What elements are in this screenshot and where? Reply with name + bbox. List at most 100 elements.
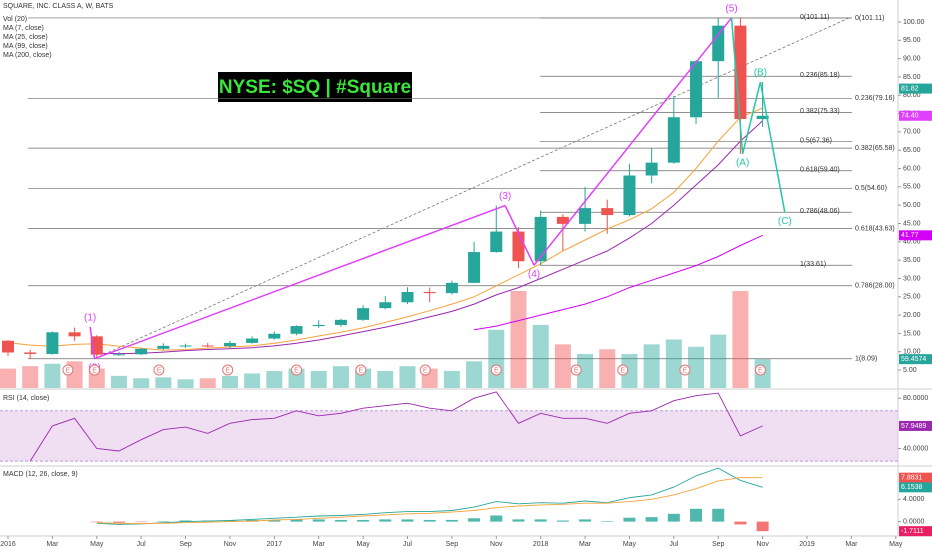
macd-histogram-bar: [268, 519, 281, 522]
volume-bar: [532, 324, 549, 388]
volume-bar: [710, 334, 727, 388]
macd-histogram-bar: [135, 521, 148, 523]
x-tick-label: Mar: [313, 541, 326, 548]
candle-body: [667, 117, 680, 163]
trendline: [94, 17, 850, 360]
candle-body: [179, 345, 192, 347]
macd-histogram-bar: [112, 521, 125, 523]
y-tick-label: 35.00: [903, 257, 921, 264]
y-tick-label: 40.0000: [903, 445, 928, 452]
x-tick-label: Nov: [756, 541, 769, 548]
x-tick-label: May: [623, 541, 637, 548]
macd-histogram-bar: [334, 519, 347, 522]
wave-label: (B): [754, 68, 767, 79]
y-tick-label: 70.00: [903, 129, 921, 136]
candle-body: [512, 231, 525, 262]
macd-histogram-bar: [579, 519, 592, 522]
candle-body: [68, 332, 81, 337]
y-tick-label: 60.00: [903, 165, 921, 172]
y-tick-label: 10.00: [903, 349, 921, 356]
price-badge: [899, 83, 932, 94]
macd-histogram-bar: [379, 519, 392, 522]
price-badge-label: 57.9489: [901, 423, 926, 430]
volume-bar: [554, 344, 571, 388]
macd-line: [96, 477, 763, 525]
candle-body: [534, 216, 547, 262]
volume-bar: [665, 339, 682, 388]
wave-label: (1): [84, 312, 96, 323]
price-badge-label: 41.77: [901, 232, 919, 239]
earnings-label: E: [157, 367, 162, 374]
fib-label: 0.236(85.18): [800, 72, 840, 79]
earnings-label: E: [294, 367, 299, 374]
macd-histogram-bar: [756, 521, 769, 532]
macd-histogram-bar: [312, 519, 325, 522]
volume-bar: [488, 329, 505, 388]
wave-line: [533, 17, 733, 266]
wave-line: [504, 205, 535, 266]
candle-body: [601, 208, 614, 216]
x-tick-label: Sep: [712, 541, 725, 548]
wave-label: (4): [528, 269, 540, 280]
macd-line: [96, 467, 763, 525]
banner-title: NYSE: $SQ | #Square: [219, 77, 411, 98]
fib-label: 0.786(48.06): [800, 208, 840, 215]
price-badge-label: -1.7111: [901, 528, 924, 535]
y-tick-label: 15.00: [903, 330, 921, 337]
macd-histogram-bar: [223, 520, 236, 522]
candle-body: [46, 332, 59, 354]
candle-body: [468, 252, 481, 283]
indicator-legend: Vol (20): [3, 16, 27, 23]
y-tick-label: 45.00: [903, 220, 921, 227]
wave-line: [759, 81, 786, 213]
fib-label: 0.618(43.63): [855, 225, 895, 232]
x-tick-label: Jul: [669, 541, 678, 548]
volume-bar: [221, 375, 238, 388]
price-badge-label: 81.82: [901, 85, 919, 92]
y-tick-label: 85.00: [903, 74, 921, 81]
y-tick-label: 4.0000: [903, 496, 925, 503]
macd-histogram-bar: [468, 518, 481, 522]
x-tick-label: Mar: [579, 541, 592, 548]
fib-label: 0.382(65.58): [855, 145, 895, 152]
volume-bar: [133, 378, 150, 388]
fib-label: 0.5(67.36): [800, 137, 832, 144]
candle-body: [268, 333, 281, 339]
fib-label: 0.5(54.60): [855, 185, 887, 192]
earnings-label: E: [359, 367, 364, 374]
macd-histogram-bar: [645, 517, 658, 522]
x-tick-label: May: [889, 541, 903, 548]
y-tick-label: 55.00: [903, 184, 921, 191]
earnings-marker: [570, 364, 582, 376]
candle-body: [490, 231, 503, 253]
fib-label: 1(33.61): [800, 261, 826, 268]
earnings-label: E: [683, 367, 688, 374]
x-tick-label: Nov: [224, 541, 237, 548]
earnings-marker: [89, 364, 101, 376]
moving-average: [96, 120, 763, 355]
macd-histogram-bar: [445, 519, 458, 522]
price-badge: [899, 420, 932, 431]
earnings-label: E: [66, 367, 71, 374]
volume-bar: [643, 344, 660, 388]
symbol-title: SQUARE, INC. CLASS A, W, BATS: [3, 3, 114, 10]
y-tick-label: 5.00: [903, 367, 917, 374]
macd-histogram-bar: [157, 521, 170, 522]
y-tick-label: 25.00: [903, 294, 921, 301]
candle-body: [445, 282, 458, 294]
fib-label: 0(101.11): [800, 14, 829, 21]
candle-body: [357, 308, 370, 320]
candle-body: [135, 348, 148, 355]
price-badge-label: 59.4574: [901, 356, 926, 363]
macd-histogram-bar: [556, 520, 569, 522]
macd-histogram-bar: [179, 520, 192, 522]
earnings-marker: [153, 364, 165, 376]
earnings-label: E: [494, 367, 499, 374]
x-tick-label: 2019: [799, 541, 815, 548]
x-tick-label: May: [356, 541, 370, 548]
wave-line: [94, 204, 506, 360]
earnings-label: E: [758, 367, 763, 374]
earnings-label: E: [423, 367, 428, 374]
